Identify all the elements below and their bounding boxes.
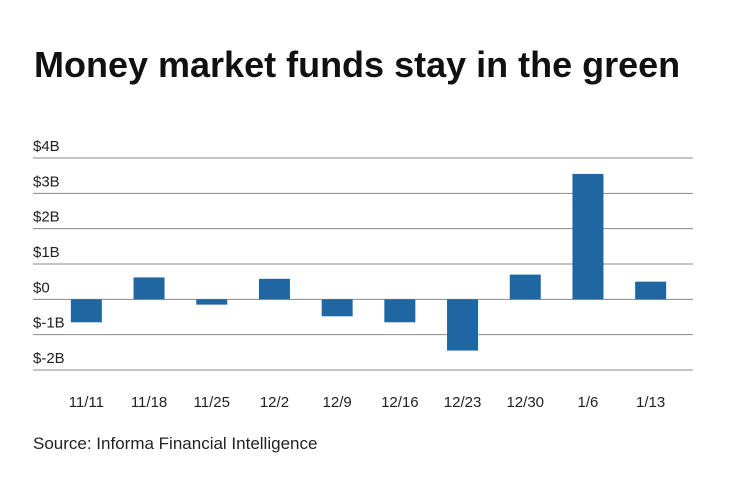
- x-tick-label: 11/25: [194, 394, 230, 411]
- y-tick-label: $2B: [33, 209, 60, 226]
- x-tick-label: 12/16: [381, 394, 419, 411]
- x-axis-labels: 11/11 11/18 11/25 12/2 12/9 12/16 12/23 12/30 1/…: [69, 394, 666, 411]
- y-tick-label: $4B: [33, 138, 60, 155]
- x-tick-label: 12/2: [260, 394, 289, 411]
- y-tick-label: $0: [33, 279, 50, 296]
- x-tick-label: 11/11: [69, 394, 104, 411]
- gridlines: [33, 157, 693, 371]
- bar-1-6: [572, 173, 604, 300]
- bar-12-2: [258, 278, 290, 300]
- source-note: Source: Informa Financial Intelligence: [33, 434, 318, 453]
- chart-title: Money market funds stay in the green: [34, 44, 681, 85]
- y-axis-labels: $4B $3B $2B $1B $0 $-1B $-2B: [33, 138, 65, 367]
- bar-12-23: [447, 299, 479, 351]
- x-tick-label: 1/6: [578, 394, 599, 411]
- x-tick-label: 12/9: [323, 394, 352, 411]
- bar-11-25: [196, 299, 228, 305]
- bar-12-9: [321, 299, 353, 317]
- bar-11-18: [133, 277, 165, 300]
- x-tick-label: 1/13: [636, 394, 665, 411]
- x-tick-label: 11/18: [131, 394, 167, 411]
- bar-11-11: [70, 299, 102, 323]
- bar-1-13: [635, 281, 667, 300]
- y-tick-label: $-1B: [33, 315, 65, 332]
- bar-12-30: [509, 274, 541, 300]
- bars: [70, 173, 667, 351]
- y-tick-label: $1B: [33, 244, 60, 261]
- y-tick-label: $-2B: [33, 350, 65, 367]
- x-tick-label: 12/30: [506, 394, 544, 411]
- x-tick-label: 12/23: [444, 394, 482, 411]
- bar-12-16: [384, 299, 416, 323]
- y-tick-label: $3B: [33, 173, 60, 190]
